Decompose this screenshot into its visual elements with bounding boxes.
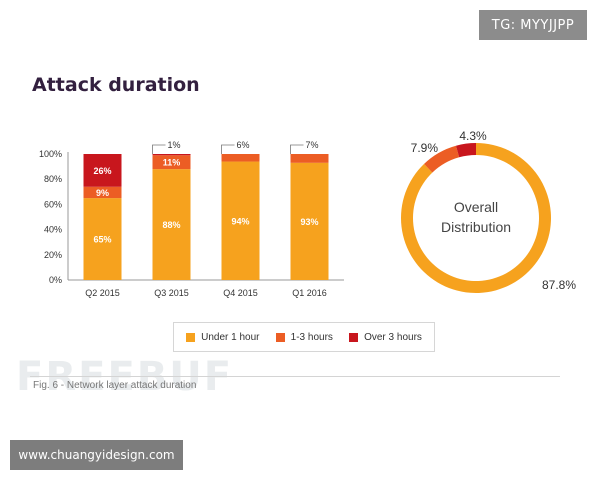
donut-slice-label: 7.9% — [411, 141, 439, 155]
bar-segment — [83, 154, 122, 187]
callout-bracket — [290, 144, 304, 154]
donut-center-label: Distribution — [441, 219, 511, 235]
bar-data-label: 65% — [93, 235, 111, 245]
legend-item-1-3-hours: 1-3 hours — [275, 331, 333, 343]
legend-swatch-under-1-hour — [186, 332, 196, 342]
bar-data-label: 7% — [306, 140, 319, 150]
bar-segment — [221, 154, 260, 162]
y-tick-label: 20% — [44, 250, 62, 260]
bar-segment — [152, 169, 191, 280]
legend-label-under-1-hour: Under 1 hour — [201, 331, 260, 343]
y-tick-label: 60% — [44, 199, 62, 209]
telegram-tag: TG: MYYJJPP — [479, 10, 587, 40]
bar-data-label: 94% — [231, 216, 249, 226]
y-tick-label: 0% — [49, 275, 62, 285]
legend-item-under-1-hour: Under 1 hour — [186, 332, 259, 343]
bar-data-label: 11% — [163, 158, 181, 168]
y-tick-label: 80% — [44, 174, 62, 184]
donut-slice-label: 4.3% — [459, 129, 487, 143]
legend-swatch-1-3-hours — [275, 332, 285, 342]
bar-data-label: 88% — [162, 220, 180, 230]
bar-segment — [83, 198, 122, 280]
donut-slice — [423, 145, 460, 173]
donut-center-label: Overall — [454, 199, 498, 215]
chart-title: Attack duration — [32, 74, 200, 96]
bar-segment — [152, 154, 191, 156]
donut-slice-label: 87.8% — [542, 278, 576, 292]
legend-swatch-over-3-hours — [349, 332, 359, 342]
bar-data-label: 6% — [237, 140, 250, 150]
bar-segment — [290, 154, 329, 163]
legend-item-over-3-hours: Over 3 hours — [349, 332, 422, 343]
legend-label-over-3-hours: Over 3 hours — [364, 331, 422, 343]
bar-data-label: 26% — [93, 166, 111, 176]
bar-segment — [83, 186, 122, 199]
bar-segment — [290, 162, 329, 280]
callout-bracket — [221, 144, 235, 154]
bar-data-label: 93% — [300, 217, 318, 227]
legend-label-1-3-hours: 1-3 hours — [290, 331, 333, 343]
donut-slice — [401, 143, 551, 294]
bar-segment — [152, 155, 191, 170]
legend: Under 1 hour 1-3 hours Over 3 hours — [173, 322, 435, 352]
donut-slice — [455, 143, 476, 158]
callout-bracket — [152, 144, 166, 154]
y-tick-label: 100% — [39, 149, 62, 159]
bar-data-label: 1% — [168, 140, 181, 150]
caption-divider — [30, 376, 560, 377]
site-url-tag: www.chuangyidesign.com — [10, 440, 183, 470]
bar-segment — [221, 161, 260, 280]
y-tick-label: 40% — [44, 225, 62, 235]
figure-caption: Fig. 6 - Network layer attack duration — [33, 380, 197, 391]
watermark: FREEBUF — [16, 354, 234, 400]
bar-data-label: 9% — [96, 188, 109, 198]
x-tick-label: Q2 2015 — [85, 288, 120, 298]
x-tick-label: Q4 2015 — [223, 288, 258, 298]
x-tick-label: Q1 2016 — [292, 288, 327, 298]
x-tick-label: Q3 2015 — [154, 288, 189, 298]
